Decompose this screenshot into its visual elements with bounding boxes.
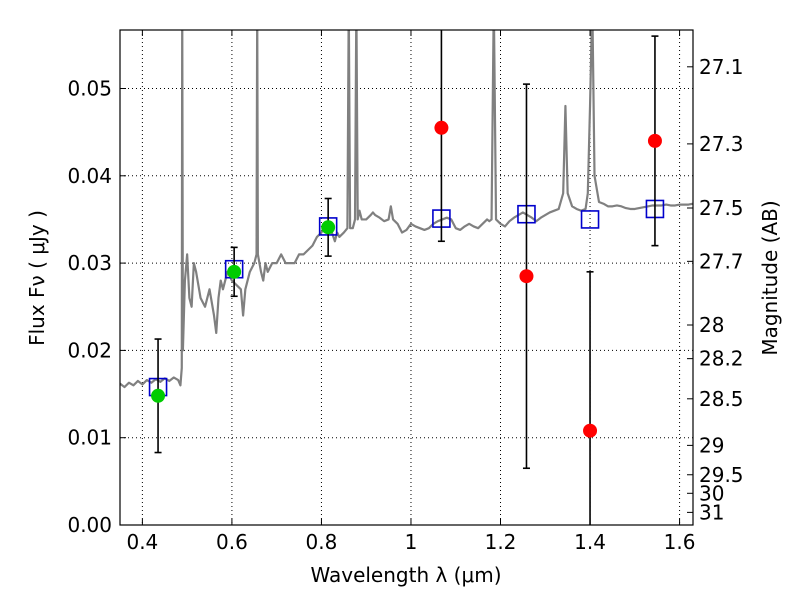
right-tick-label: 31 xyxy=(699,500,724,524)
x-tick-label: 1.6 xyxy=(664,530,696,554)
ticks: 0.4 0.6 0.8 1 1.2 1.4 1.6 0.00 0.01 0.02 0.03 0.04 0… xyxy=(67,30,744,554)
right-tick-label: 27.7 xyxy=(699,249,744,273)
spectrum-line xyxy=(120,30,693,389)
right-tick-label: 28.5 xyxy=(699,387,744,411)
y-tick-label: 0.05 xyxy=(67,76,112,100)
x-tick-label: 1.2 xyxy=(485,530,517,554)
errorbar-layer xyxy=(151,30,662,525)
y-axis-label: Flux Fν ( μJy ) xyxy=(25,210,49,346)
x-tick-label: 0.6 xyxy=(216,530,248,554)
x-tick-label: 0.4 xyxy=(126,530,158,554)
x-tick-label: 1.4 xyxy=(574,530,606,554)
x-tick-label: 0.8 xyxy=(306,530,338,554)
y-tick-label: 0.02 xyxy=(67,338,112,362)
data-point xyxy=(227,264,242,279)
x-tick-label: 1 xyxy=(405,530,418,554)
data-point xyxy=(434,120,449,135)
model-photometry-marker xyxy=(580,210,600,229)
right-tick-label: 28.2 xyxy=(699,347,744,371)
plot-background xyxy=(120,30,693,525)
y-tick-label: 0.00 xyxy=(67,513,112,537)
right-tick-label: 27.1 xyxy=(699,55,744,79)
right-tick-label: 29 xyxy=(699,433,724,457)
right-tick-label: 29.5 xyxy=(699,463,744,487)
data-point xyxy=(583,423,598,438)
data-point xyxy=(519,269,534,284)
plot-frame xyxy=(119,29,694,526)
right-tick-label: 27.3 xyxy=(699,132,744,156)
right-tick-label: 27.5 xyxy=(699,196,744,220)
y-tick-label: 0.04 xyxy=(67,164,112,188)
right-tick-label: 28 xyxy=(699,313,724,337)
right-tick-label: 30 xyxy=(699,481,724,505)
data-point xyxy=(647,133,662,148)
right-axis-label: Magnitude (AB) xyxy=(758,200,782,355)
x-axis-label: Wavelength λ (μm) xyxy=(310,563,501,587)
data-point xyxy=(321,220,336,235)
y-tick-label: 0.03 xyxy=(67,251,112,275)
data-point xyxy=(151,388,166,403)
y-tick-label: 0.01 xyxy=(67,426,112,450)
